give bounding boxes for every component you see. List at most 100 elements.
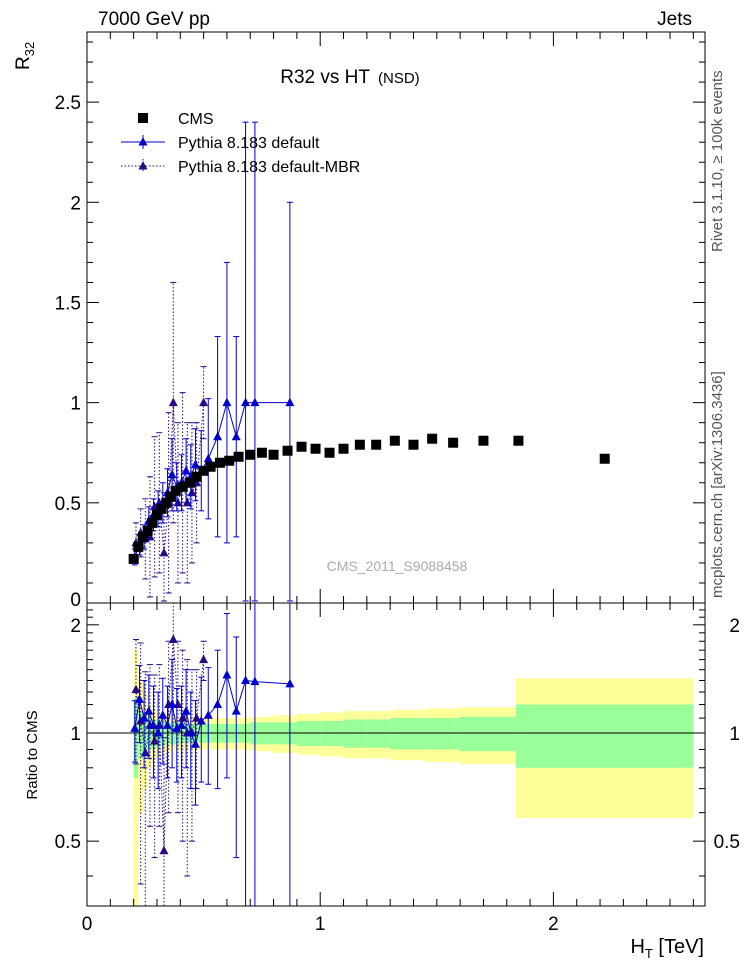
band-inner (390, 718, 426, 750)
ratio-ytick-label-right: 1 (729, 724, 740, 745)
svg-text:HT [TeV]: HT [TeV] (630, 936, 704, 961)
data-point (140, 747, 150, 757)
ratio-ylabel: Ratio to CMS (24, 710, 41, 799)
ratio-ytick-label-right: 2 (729, 616, 740, 637)
cms-data-point (371, 439, 382, 450)
data-point (213, 699, 223, 709)
data-point (199, 397, 209, 407)
data-point (241, 675, 251, 684)
legend-label: Pythia 8.183 default-MBR (178, 159, 360, 176)
series-line (134, 673, 290, 746)
ratio-uncertainty-bands (87, 650, 705, 906)
data-point (154, 720, 164, 729)
cms-data-point (389, 435, 400, 446)
data-point (173, 699, 183, 709)
data-point (162, 720, 172, 729)
cms-data-point (214, 457, 225, 468)
ytick-label: 2.5 (55, 93, 81, 114)
data-point (190, 459, 200, 469)
cms-data-point (256, 447, 267, 458)
cms-data-point (198, 465, 209, 476)
data-point (186, 727, 196, 737)
cms-data-point (478, 435, 489, 446)
cms-data-point (161, 497, 172, 508)
data-point (153, 727, 163, 737)
cms-data-point (224, 455, 235, 466)
main-panel (128, 121, 610, 602)
cms-data-point (151, 509, 162, 520)
cms-data-point (408, 439, 419, 450)
cms-data-point (324, 447, 335, 458)
data-point (203, 710, 213, 719)
data-point (196, 715, 206, 725)
series-line (134, 400, 290, 558)
band-inner (516, 704, 694, 768)
data-point (203, 453, 213, 463)
data-point (139, 713, 149, 722)
main-ylabel: R32 (13, 42, 37, 70)
data-point (285, 678, 295, 688)
ratio-ytick-label: 2 (70, 616, 81, 637)
data-point (173, 497, 183, 507)
data-point (222, 397, 232, 407)
cms-data-point (282, 445, 293, 456)
legend-cms-marker (138, 113, 148, 123)
cms-data-point (128, 553, 139, 564)
band-inner (366, 719, 391, 748)
data-point (241, 397, 251, 407)
ratio-ytick-label: 1 (70, 724, 81, 745)
data-point (231, 431, 241, 441)
cms-data-point (296, 441, 307, 452)
axes: 0 0.5 1 1.5 2 2.5 0.5 0.5 1 1 2 2 0 1 2 (55, 31, 740, 935)
data-point (250, 676, 260, 686)
data-point (192, 713, 202, 722)
data-point (181, 706, 191, 715)
ratio-ytick-label: 0.5 (55, 832, 81, 853)
svg-text:R32: R32 (13, 42, 37, 70)
data-point (182, 497, 192, 507)
data-point (213, 431, 223, 441)
data-point (131, 684, 141, 694)
data-point (134, 694, 144, 703)
data-point (176, 720, 186, 729)
ratio-panel (130, 603, 295, 906)
band-inner (425, 718, 461, 750)
ratio-frame (86, 602, 706, 907)
cms-data-point (170, 485, 181, 496)
band-inner (460, 716, 517, 752)
header-right: Jets (657, 9, 692, 30)
legend-label: CMS (178, 111, 214, 128)
analysis-watermark: CMS_2011_S9088458 (327, 558, 468, 574)
mcplots-label: mcplots.cern.ch [arXiv:1306.3436] (709, 371, 726, 598)
band-inner (147, 718, 153, 750)
plot-title: R32 vs HT (280, 67, 370, 88)
cms-data-point (177, 481, 188, 492)
band-inner (320, 720, 344, 746)
data-point (172, 723, 182, 732)
data-point (144, 706, 154, 715)
header-left: 7000 GeV pp (98, 9, 210, 30)
data-point (168, 397, 178, 407)
cms-data-point (268, 449, 279, 460)
cms-data-point (156, 503, 167, 514)
cms-data-point (184, 477, 195, 488)
data-point (130, 723, 140, 732)
cms-data-point (354, 439, 365, 450)
data-point (168, 634, 178, 644)
cms-data-point (310, 443, 321, 454)
data-point (199, 654, 209, 664)
cms-data-point (245, 449, 256, 460)
xtick-label: 0 (82, 914, 93, 935)
data-point (181, 465, 191, 475)
legend-mbr-marker (138, 161, 148, 170)
cms-data-point (233, 451, 244, 462)
ytick-label: 2 (70, 193, 81, 214)
data-point (167, 469, 177, 479)
ytick-label: 0.5 (55, 494, 81, 515)
data-point (231, 706, 241, 715)
data-point (150, 735, 160, 745)
plot-title-suffix: (NSD) (378, 70, 420, 87)
ytick-label: 0 (70, 590, 81, 611)
rivet-label: Rivet 3.1.10, ≥ 100k events (709, 70, 726, 252)
